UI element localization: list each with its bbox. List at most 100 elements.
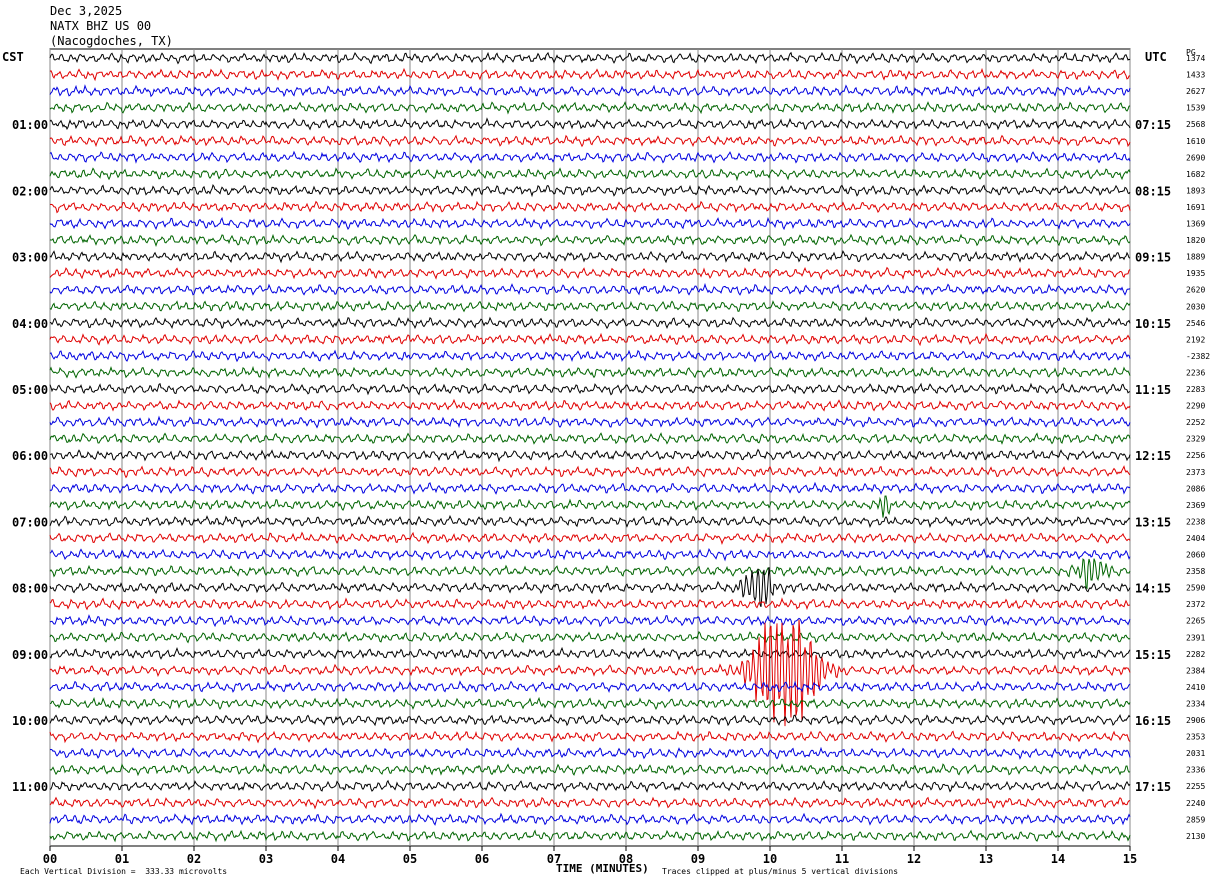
trace-count-label: 2334 [1186,699,1205,708]
trace-line [49,481,1131,495]
trace-count-label: 2369 [1186,501,1205,510]
trace-line [49,619,1131,727]
location-label: (Nacogdoches, TX) [50,34,173,48]
trace-line [49,713,1131,727]
x-tick-label: 15 [1123,852,1137,866]
left-timezone-label: CST [2,50,24,64]
trace-line [49,282,1131,296]
trace-line [49,316,1131,330]
trace-line [49,746,1131,760]
trace-line [49,432,1131,445]
trace-line [49,779,1131,793]
x-tick-label: 07 [547,852,561,866]
trace-count-label: 2410 [1186,683,1205,692]
left-hour-label: 08:00 [12,582,48,596]
trace-line [49,266,1131,281]
trace-count-label: 2906 [1186,716,1205,725]
trace-line [49,646,1131,661]
trace-line [49,696,1131,711]
trace-line [49,448,1131,463]
trace-line [49,465,1131,479]
trace-count-label: 2329 [1186,435,1205,444]
left-hour-label: 04:00 [12,317,48,331]
x-tick-label: 06 [475,852,489,866]
right-hour-label: 08:15 [1135,184,1171,198]
trace-count-label: 2336 [1186,766,1205,775]
trace-count-label: 2859 [1186,815,1205,824]
x-tick-label: 10 [763,852,777,866]
trace-line [49,150,1131,164]
trace-line [49,415,1131,429]
trace-line [49,365,1131,379]
right-timezone-label: UTC [1145,50,1167,64]
pg-label: PG [1186,48,1196,57]
right-hour-label: 11:15 [1135,383,1171,397]
left-hour-label: 02:00 [12,184,48,198]
trace-count-label: 2384 [1186,666,1205,675]
left-hour-label: 11:00 [12,780,48,794]
trace-line [49,200,1131,214]
trace-line [49,299,1131,313]
trace-count-label: 2030 [1186,302,1205,311]
trace-count-label: 2252 [1186,418,1205,427]
date-label: Dec 3,2025 [50,4,123,18]
trace-count-label: 2255 [1186,782,1205,791]
trace-count-label: 2568 [1186,120,1205,129]
trace-line [49,531,1131,545]
x-tick-label: 08 [619,852,633,866]
trace-count-label: 2391 [1186,633,1205,642]
trace-line [49,597,1131,611]
trace-line [49,548,1131,562]
trace-count-label: 2690 [1186,153,1205,162]
trace-line [49,614,1131,628]
trace-count-label: 1374 [1186,54,1205,63]
trace-line [49,763,1131,777]
left-hour-label: 06:00 [12,449,48,463]
trace-line [49,630,1131,644]
trace-line [49,233,1131,248]
trace-count-label: 1433 [1186,71,1205,80]
trace-line [49,495,1131,518]
trace-line [49,514,1131,529]
trace-count-label: 2627 [1186,87,1205,96]
trace-count-label: 2282 [1186,650,1205,659]
right-hour-label: 16:15 [1135,714,1171,728]
right-hour-label: 10:15 [1135,317,1171,331]
right-hour-label: 12:15 [1135,449,1171,463]
trace-count-label: 2236 [1186,368,1205,377]
right-hour-label: 13:15 [1135,515,1171,529]
left-hour-label: 10:00 [12,714,48,728]
right-hour-label: 17:15 [1135,780,1171,794]
trace-line [49,558,1131,590]
trace-line [49,567,1131,608]
trace-count-label: 1820 [1186,236,1205,245]
trace-line [49,51,1131,65]
trace-count-label: 2290 [1186,402,1205,411]
trace-count-label: 1539 [1186,104,1205,113]
trace-count-label: 2086 [1186,484,1205,493]
trace-line [49,84,1131,98]
left-hour-label: 07:00 [12,515,48,529]
x-tick-label: 12 [907,852,921,866]
left-hour-label: 09:00 [12,648,48,662]
trace-count-label: 2238 [1186,517,1205,526]
trace-line [49,680,1131,693]
trace-count-label: 1935 [1186,269,1205,278]
trace-count-label: 1893 [1186,186,1205,195]
x-tick-label: 09 [691,852,705,866]
trace-line [49,796,1131,810]
trace-count-label: 1682 [1186,170,1205,179]
trace-count-label: 2372 [1186,600,1205,609]
trace-line [49,67,1131,82]
left-hour-label: 03:00 [12,251,48,265]
right-hour-label: 09:15 [1135,251,1171,265]
label-layer: 00 01 02 03 04 05 06 07 08 09 10 11 12 13 14 15 1374 1433… [12,54,1210,866]
trace-count-label: 2265 [1186,617,1205,626]
grid-layer [49,48,1131,851]
trace-line [49,101,1131,115]
right-hour-label: 07:15 [1135,118,1171,132]
trace-count-label: 2590 [1186,584,1205,593]
trace-line [49,829,1131,843]
trace-count-label: 1691 [1186,203,1205,212]
